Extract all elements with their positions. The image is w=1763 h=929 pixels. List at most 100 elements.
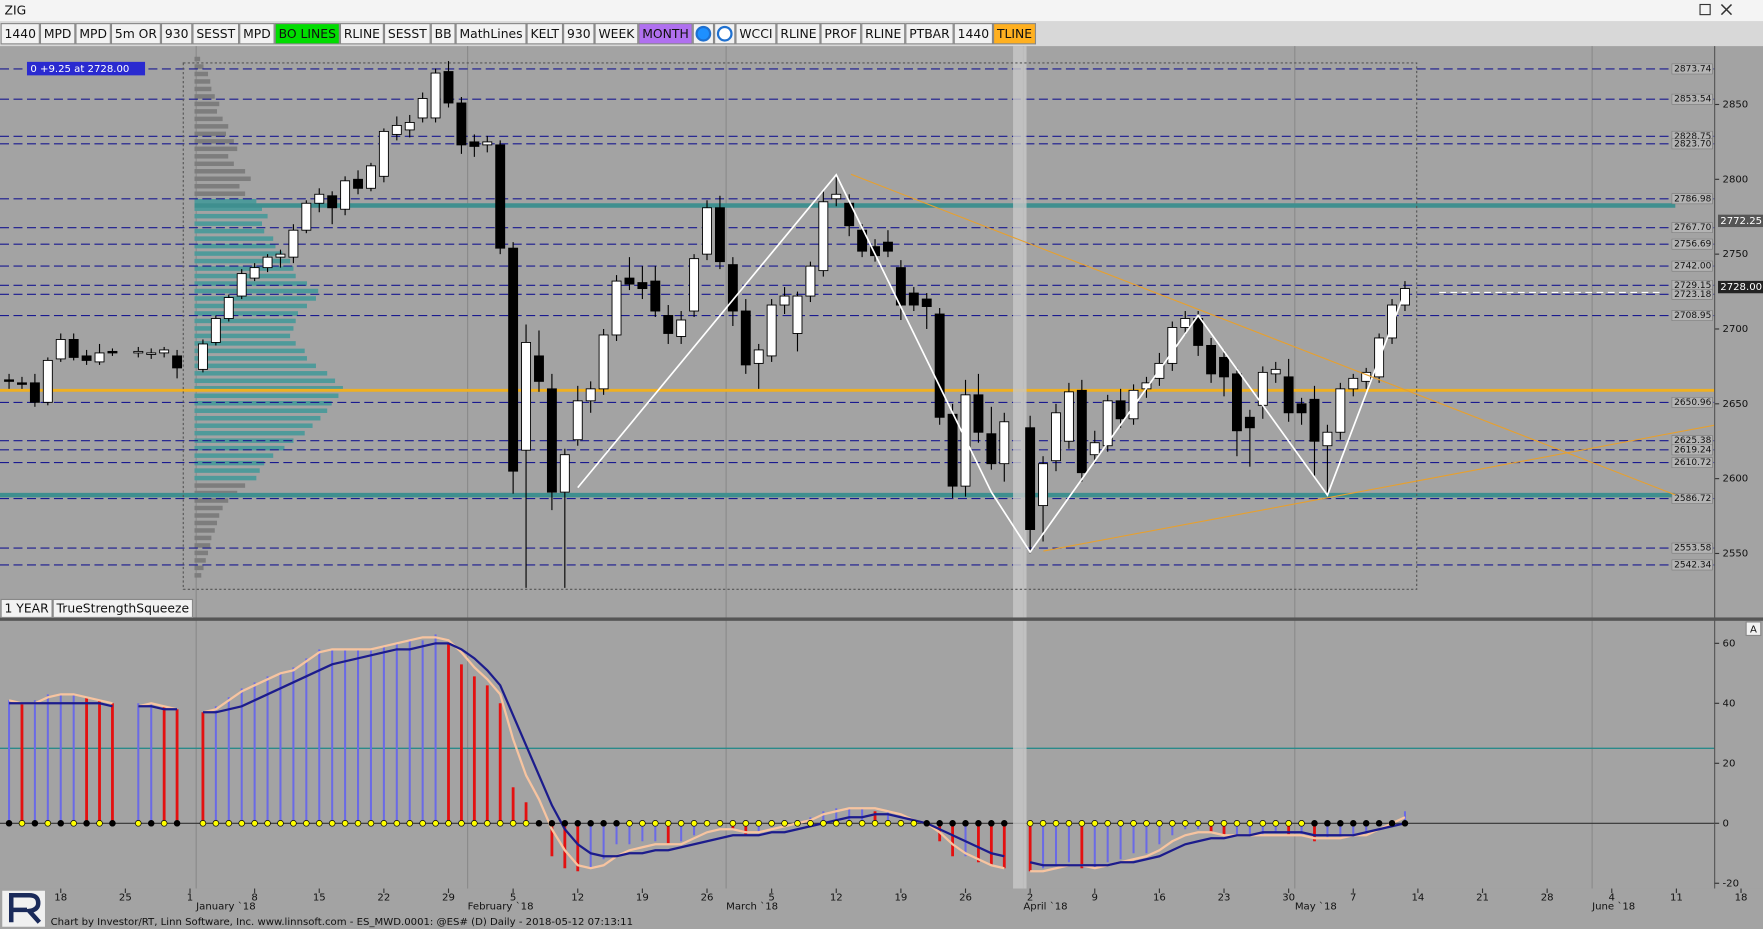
profile-bar bbox=[194, 161, 234, 167]
toolbar-button[interactable] bbox=[594, 23, 639, 45]
candle-body bbox=[1348, 377, 1359, 390]
toolbar-button[interactable] bbox=[526, 23, 564, 45]
squeeze-dot bbox=[354, 820, 362, 827]
level-label-box bbox=[1671, 193, 1713, 205]
squeeze-dot bbox=[315, 820, 323, 827]
close-button[interactable] bbox=[1720, 3, 1733, 16]
toolbar-button[interactable] bbox=[638, 23, 693, 45]
candle-body bbox=[1231, 373, 1242, 432]
profile-bar bbox=[194, 573, 202, 578]
squeeze-dot bbox=[897, 820, 905, 827]
toolbar-label: MONTH bbox=[642, 27, 688, 41]
level-label: 2610.72 bbox=[1674, 458, 1711, 468]
x-tick-label: 25 bbox=[119, 893, 132, 904]
profile-bar bbox=[194, 243, 276, 249]
candle-body bbox=[585, 388, 596, 402]
restore-button[interactable] bbox=[1699, 3, 1711, 16]
toolbar-label: 930 bbox=[567, 27, 591, 41]
level-label-box bbox=[1671, 310, 1713, 321]
toolbar-button[interactable] bbox=[563, 23, 595, 45]
x-tick-label: 23 bbox=[1218, 893, 1231, 904]
squeeze-dot bbox=[1311, 820, 1318, 827]
panel-label: TrueStrengthSqueeze bbox=[56, 602, 190, 616]
toolbar-button[interactable] bbox=[455, 23, 527, 45]
level-label: 2742.00 bbox=[1674, 262, 1711, 272]
toolbar-label: 930 bbox=[165, 27, 189, 41]
candle-body bbox=[650, 280, 661, 312]
y-tick-label: 2650 bbox=[1723, 399, 1749, 410]
profile-bar bbox=[194, 56, 201, 62]
squeeze-dot bbox=[290, 820, 297, 827]
profile-bar bbox=[194, 213, 268, 219]
toolbar-button[interactable] bbox=[820, 23, 862, 45]
toolbar-label: PTBAR bbox=[909, 27, 950, 41]
profile-bar bbox=[194, 341, 296, 346]
panel-button[interactable] bbox=[52, 598, 194, 619]
toolbar-button[interactable] bbox=[430, 23, 456, 45]
candle-body bbox=[456, 102, 467, 146]
month-label: June `18 bbox=[1591, 901, 1635, 913]
indicator-line bbox=[8, 636, 1406, 873]
toolbar-label: MPD bbox=[243, 27, 271, 41]
toolbar-button[interactable] bbox=[75, 23, 111, 45]
y-tick-label: 60 bbox=[1723, 638, 1736, 649]
profile-bar bbox=[194, 266, 294, 271]
squeeze-dot bbox=[160, 820, 168, 827]
squeeze-dot bbox=[1246, 820, 1254, 827]
squeeze-dot bbox=[1194, 820, 1202, 827]
info-label: 0 +9.25 at 2728.00 bbox=[30, 64, 129, 75]
price-box-label: 2772.25 bbox=[1720, 216, 1762, 227]
candle-body bbox=[55, 339, 66, 360]
toolbar-button[interactable] bbox=[905, 23, 954, 45]
toolbar-button[interactable] bbox=[993, 23, 1037, 45]
profile-bar bbox=[194, 498, 229, 503]
toolbar-button[interactable] bbox=[861, 23, 906, 45]
level-label: 2873.74 bbox=[1674, 64, 1711, 74]
squeeze-dot bbox=[703, 820, 711, 827]
squeeze-dot bbox=[1207, 820, 1215, 827]
candle-body bbox=[340, 180, 351, 210]
trend-line bbox=[1043, 424, 1715, 552]
y-tick-label: 2800 bbox=[1723, 174, 1749, 185]
toolbar-button[interactable] bbox=[953, 23, 994, 45]
profile-bar bbox=[194, 475, 257, 481]
profile-bar bbox=[194, 453, 274, 458]
month-label: April `18 bbox=[1023, 901, 1067, 913]
profile-bar bbox=[194, 71, 209, 77]
toolbar-button[interactable] bbox=[39, 23, 76, 45]
title-bar bbox=[0, 0, 1763, 22]
squeeze-dot bbox=[341, 820, 349, 827]
profile-bar bbox=[194, 221, 262, 226]
y-tick-label: 2600 bbox=[1723, 474, 1749, 485]
candle-body bbox=[1296, 403, 1307, 414]
squeeze-dot bbox=[509, 820, 517, 827]
candle-body bbox=[1038, 463, 1049, 507]
squeeze-dot bbox=[729, 820, 737, 827]
level-label-box bbox=[1671, 542, 1713, 554]
toolbar-button[interactable] bbox=[192, 23, 240, 45]
toolbar-button[interactable] bbox=[339, 23, 384, 45]
squeeze-dot bbox=[1298, 820, 1305, 827]
toolbar-button[interactable] bbox=[239, 23, 275, 45]
candle-body bbox=[857, 229, 868, 252]
toolbar-button[interactable] bbox=[776, 23, 821, 45]
toolbar-button[interactable] bbox=[735, 23, 777, 45]
profile-bar bbox=[194, 303, 307, 309]
toolbar-button[interactable] bbox=[383, 23, 431, 45]
month-label: February `18 bbox=[468, 901, 534, 913]
profile-bar bbox=[194, 86, 212, 92]
toolbar-button[interactable] bbox=[0, 23, 40, 45]
toolbar-button[interactable] bbox=[274, 23, 340, 45]
candle-body bbox=[714, 207, 725, 263]
scale-button[interactable] bbox=[1745, 621, 1762, 637]
panel-button[interactable] bbox=[0, 598, 53, 619]
toolbar-button[interactable] bbox=[160, 23, 193, 45]
level-label: 2786.98 bbox=[1674, 194, 1711, 204]
squeeze-dot bbox=[884, 820, 892, 827]
squeeze-dot bbox=[1285, 820, 1292, 827]
toolbar-button[interactable] bbox=[110, 23, 161, 45]
profile-bar bbox=[194, 356, 307, 361]
squeeze-dot bbox=[949, 820, 956, 827]
squeeze-dot bbox=[1104, 820, 1111, 827]
